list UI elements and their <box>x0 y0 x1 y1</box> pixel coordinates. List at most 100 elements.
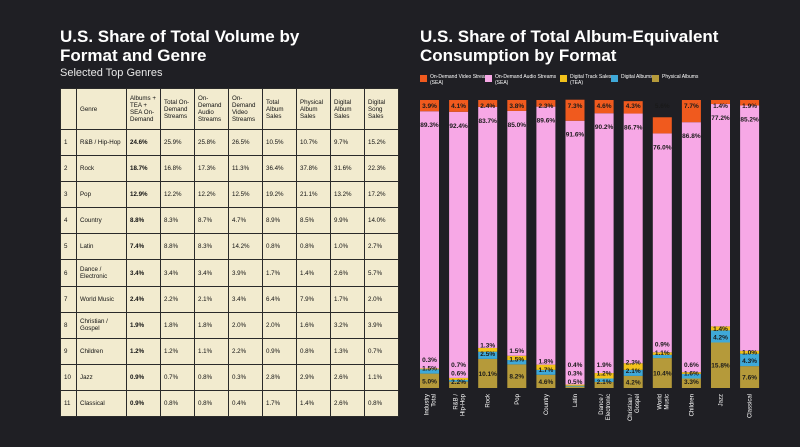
bar-segment <box>420 100 439 112</box>
segment-label: 2.2% <box>451 379 466 386</box>
category-label: R&B /Hip-Hop <box>454 393 467 416</box>
bar-segment <box>711 100 730 105</box>
table-cell: 14.0% <box>364 207 399 235</box>
table-cell: 37.8% <box>296 155 331 183</box>
bar-segment <box>652 133 672 353</box>
table-cell: 0.9% <box>262 337 297 365</box>
bar-segment <box>449 111 469 378</box>
table-row: 10 Jazz 0.9% 0.7% 0.8% 0.3% 2.8% 2.9% 2.6% 1.1% <box>60 363 399 391</box>
segment-label: 0.6% <box>684 362 699 369</box>
segment-label: 89.3% <box>420 122 439 129</box>
segment-label: 1.5% <box>422 366 437 373</box>
segment-label: 86.8% <box>682 133 701 140</box>
table-cell: 25.8% <box>194 128 229 157</box>
bar-segment <box>507 110 527 356</box>
genre-share-table: Genre Albums + TEA + SEA On-Demand Total O… <box>60 88 399 418</box>
table-cell: 8.8% <box>126 207 161 235</box>
segment-label: 89.6% <box>537 118 556 125</box>
bar-segment <box>594 378 614 382</box>
table-cell: 1.6% <box>296 311 331 339</box>
table-cell: 7.4% <box>126 233 161 261</box>
category-label: IndustryTotal <box>425 394 438 415</box>
segment-label: 3.3% <box>684 379 699 386</box>
bar-segment <box>478 351 498 359</box>
table-cell: 0.8% <box>194 363 229 391</box>
segment-label: 4.3% <box>742 358 757 365</box>
category-label: Pop <box>515 393 521 404</box>
segment-label: 8.2% <box>509 374 524 381</box>
bar-segment <box>420 373 439 388</box>
category-label: Children <box>689 394 695 416</box>
category-label: Rock <box>486 393 492 408</box>
segment-label: 2.5% <box>480 351 495 358</box>
bar-segment <box>681 378 701 388</box>
table-cell: Classical <box>76 389 127 418</box>
left-title: U.S. Share of Total Volume by Format and… <box>60 27 300 65</box>
table-cell: 0.8% <box>160 389 195 418</box>
category-label: Country <box>544 394 550 415</box>
segment-label: 1.4% <box>713 326 728 333</box>
category-label: Christian /Gospel <box>628 394 641 421</box>
table-cell: 1.9% <box>126 311 161 339</box>
bar-segment <box>420 369 439 374</box>
category-label: Latin <box>573 394 579 407</box>
table-cell: 5.7% <box>364 259 399 287</box>
bar-segment <box>478 106 498 348</box>
bar-segment <box>478 358 498 388</box>
bar-segment <box>623 375 643 388</box>
segment-label: 4.6% <box>597 103 612 110</box>
bar-segment <box>594 381 614 388</box>
segment-label: 4.6% <box>538 379 553 386</box>
segment-label: 91.6% <box>566 132 585 139</box>
segment-label: 3.8% <box>509 103 524 110</box>
bar-segment <box>711 104 730 327</box>
segment-label: 86.7% <box>624 125 643 132</box>
segment-label: 0.7% <box>451 362 466 369</box>
segment-label: 10.4% <box>653 371 672 378</box>
bar-segment <box>536 100 556 107</box>
table-cell: 15.2% <box>364 128 399 157</box>
table-cell: 1.2% <box>160 337 195 365</box>
table-row: 5 Latin 7.4% 8.8% 8.3% 14.2% 0.8% 0.8% 1.0% 2.7% <box>60 233 399 261</box>
table-cell: 2.7% <box>364 233 399 261</box>
bar-segment <box>740 105 760 351</box>
bar-segment <box>740 350 760 354</box>
segment-label: 77.2% <box>711 115 730 122</box>
table-cell: 16.8% <box>160 155 195 183</box>
table-cell: 2.8% <box>262 363 297 391</box>
segment-label: 7.7% <box>684 103 699 110</box>
legend-swatch <box>652 75 659 82</box>
legend-swatch <box>485 75 492 82</box>
table-cell: 0.8% <box>194 389 229 418</box>
bar-segment <box>623 101 643 114</box>
table-cell: 14.2% <box>228 233 263 261</box>
table-cell: R&B / Hip-Hop <box>76 128 127 157</box>
segment-label: 85.2% <box>740 116 759 123</box>
column-header: On-Demand Audio Streams <box>194 88 229 130</box>
table-row: 11 Classical 0.9% 0.8% 0.8% 0.4% 1.7% 1.4% 2.6% 0… <box>60 389 399 418</box>
segment-label: 4.2% <box>713 334 728 341</box>
bar-segment <box>420 368 439 370</box>
segment-label: 2.3% <box>538 103 553 110</box>
table-cell: 0.4% <box>228 389 263 418</box>
table-cell: 2.6% <box>330 389 365 418</box>
column-header: Genre <box>76 88 127 130</box>
segment-label: 10.1% <box>478 371 497 378</box>
bar-segment <box>652 117 672 134</box>
column-header: Physical Album Sales <box>296 88 331 130</box>
table-row: 7 World Music 2.4% 2.2% 2.1% 3.4% 6.4% 7.9% 1.7%… <box>60 285 399 313</box>
segment-label: 0.3% <box>422 357 437 364</box>
bar-segment <box>681 372 701 374</box>
table-cell: 8.3% <box>160 207 195 235</box>
table-cell: 8.3% <box>194 233 229 261</box>
bar-segment <box>449 379 469 382</box>
bar-segment <box>740 100 760 106</box>
bar-segment <box>623 113 643 364</box>
bar-segment <box>623 369 643 376</box>
segment-label: 1.6% <box>684 370 699 377</box>
segment-label: 2.4% <box>480 103 495 110</box>
bar-segment <box>681 373 701 379</box>
chart-title: U.S. Share of Total Album-Equivalent Con… <box>420 27 719 65</box>
segment-label: 1.0% <box>742 350 757 357</box>
